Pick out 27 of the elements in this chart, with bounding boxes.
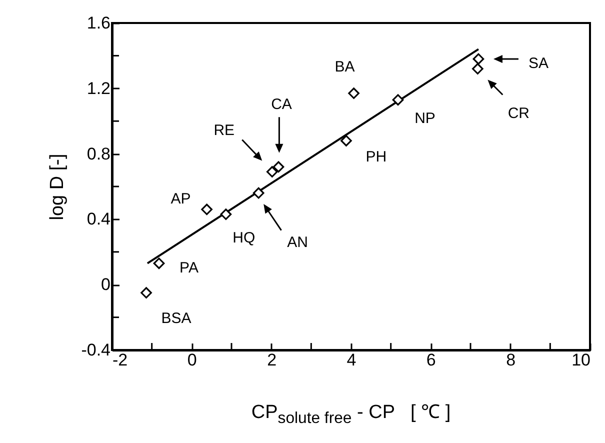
x-tick-label: 4 xyxy=(346,350,356,370)
annotation: PA xyxy=(180,259,198,276)
x-tick-label: 10 xyxy=(572,350,590,370)
annotation: CR xyxy=(508,104,530,122)
annotation: CA xyxy=(271,96,292,113)
annotation: PH xyxy=(366,148,387,166)
annotation: BSA xyxy=(161,310,192,327)
y-tick-label: 1.6 xyxy=(86,14,110,32)
y-axis-title: log D [-] xyxy=(47,154,68,220)
x-tick-label: 0 xyxy=(187,350,197,370)
annotation: RE xyxy=(214,122,235,139)
y-tick-label: 0.4 xyxy=(86,210,110,229)
y-tick-label: 0.8 xyxy=(86,144,110,164)
x-tick-label: 8 xyxy=(506,350,516,370)
x-tick-label: 6 xyxy=(426,350,436,370)
annotation: SA xyxy=(528,54,548,72)
annotation: BA xyxy=(334,58,355,76)
annotation: AP xyxy=(170,190,191,208)
annotation: NP xyxy=(414,110,436,127)
y-tick-label: 0 xyxy=(101,275,110,294)
x-tick-label: -2 xyxy=(112,350,128,370)
annotation: HQ xyxy=(232,229,256,246)
x-axis-title: CP$_{solute free}$ - CP [ ℃ ] xyxy=(250,401,452,428)
y-tick-label: 1.2 xyxy=(86,78,110,98)
y-tick-label: -0.4 xyxy=(81,340,110,360)
annotation: AN xyxy=(287,234,308,252)
x-tick-label: 2 xyxy=(267,350,277,370)
